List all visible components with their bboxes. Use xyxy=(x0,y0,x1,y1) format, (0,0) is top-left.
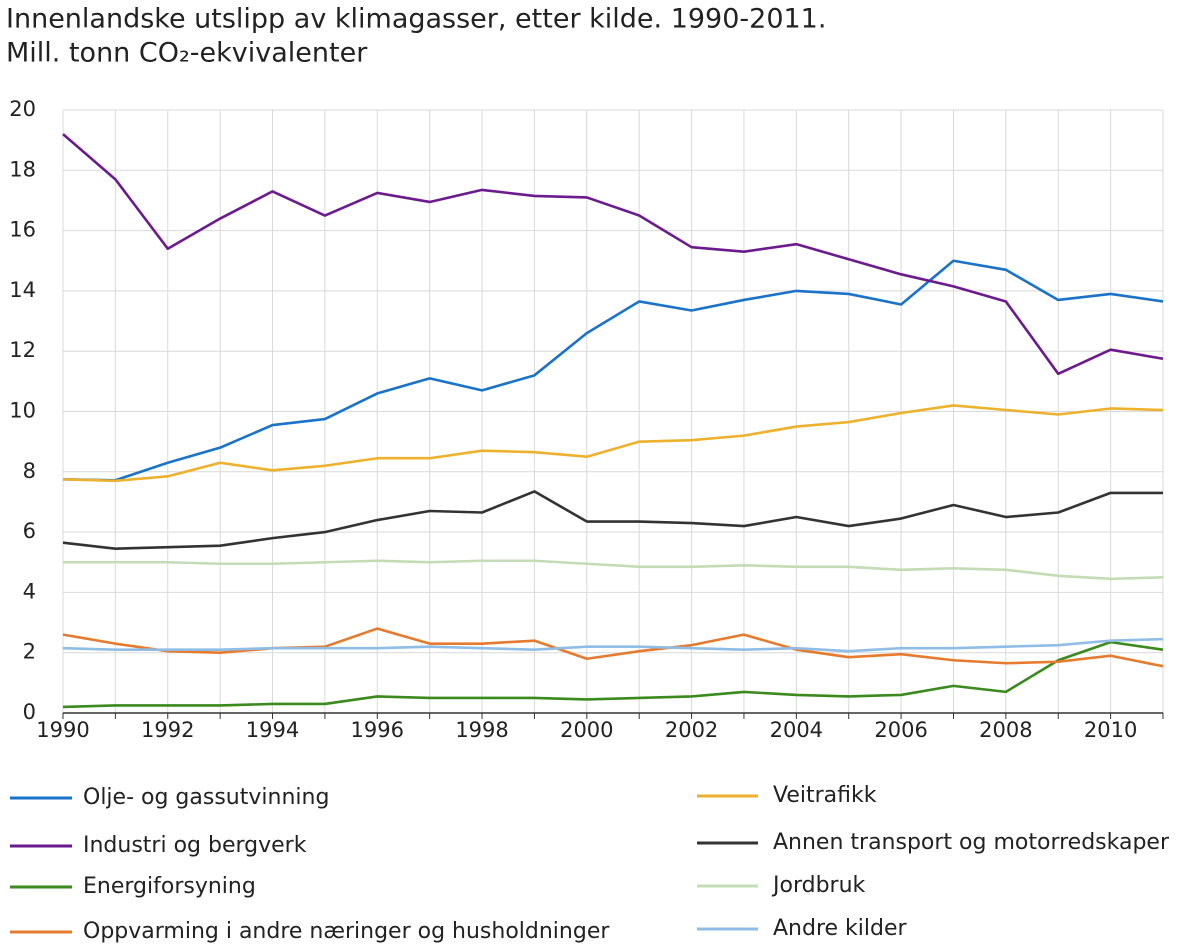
x-tick-label: 1990 xyxy=(36,718,89,742)
chart-subtitle: Mill. tonn CO₂-ekvivalenter xyxy=(6,38,368,69)
x-tick-label: 1996 xyxy=(351,718,404,742)
y-tick-label: 16 xyxy=(9,218,36,242)
y-tick-label: 12 xyxy=(9,338,36,362)
series-line xyxy=(62,640,1164,709)
y-tick-label: 20 xyxy=(9,97,36,121)
x-tick-label: 1998 xyxy=(455,718,508,742)
series-line xyxy=(63,559,1164,581)
y-tick-label: 18 xyxy=(9,157,36,181)
x-tick-label: 2006 xyxy=(874,718,927,742)
series-line xyxy=(62,490,1163,550)
x-tick-label: 2002 xyxy=(665,718,718,742)
chart-title: Innenlandske utslipp av klimagasser, ett… xyxy=(6,4,826,35)
series-line xyxy=(62,637,1164,653)
y-tick-label: 14 xyxy=(9,278,36,302)
series-line xyxy=(62,259,1164,482)
legend-label: Veitrafikk xyxy=(773,783,877,808)
y-tick-label: 6 xyxy=(23,519,36,543)
x-tick-label: 2008 xyxy=(979,718,1032,742)
x-tick-label: 2000 xyxy=(560,718,613,742)
series-line xyxy=(62,404,1164,483)
y-tick-label: 10 xyxy=(9,399,36,423)
series-line xyxy=(62,627,1164,668)
x-tick-label: 2004 xyxy=(770,718,823,742)
x-tick-label: 1992 xyxy=(141,718,194,742)
legend-label: Energiforsyning xyxy=(83,874,256,899)
legend-label: Industri og bergverk xyxy=(83,833,307,858)
legend-label: Andre kilder xyxy=(773,916,908,941)
x-tick-label: 1994 xyxy=(246,718,299,742)
series-line xyxy=(62,133,1164,376)
legend-label: Annen transport og motorredskaper xyxy=(773,830,1170,855)
legend-label: Olje- og gassutvinning xyxy=(83,785,329,810)
x-tick-label: 2010 xyxy=(1084,718,1137,742)
y-tick-label: 0 xyxy=(23,700,36,724)
y-tick-label: 4 xyxy=(23,579,36,603)
legend-label: Jordbruk xyxy=(771,873,866,898)
y-tick-label: 8 xyxy=(23,459,36,483)
legend-label: Oppvarming i andre næringer og husholdni… xyxy=(83,919,610,944)
y-tick-label: 2 xyxy=(23,640,36,664)
